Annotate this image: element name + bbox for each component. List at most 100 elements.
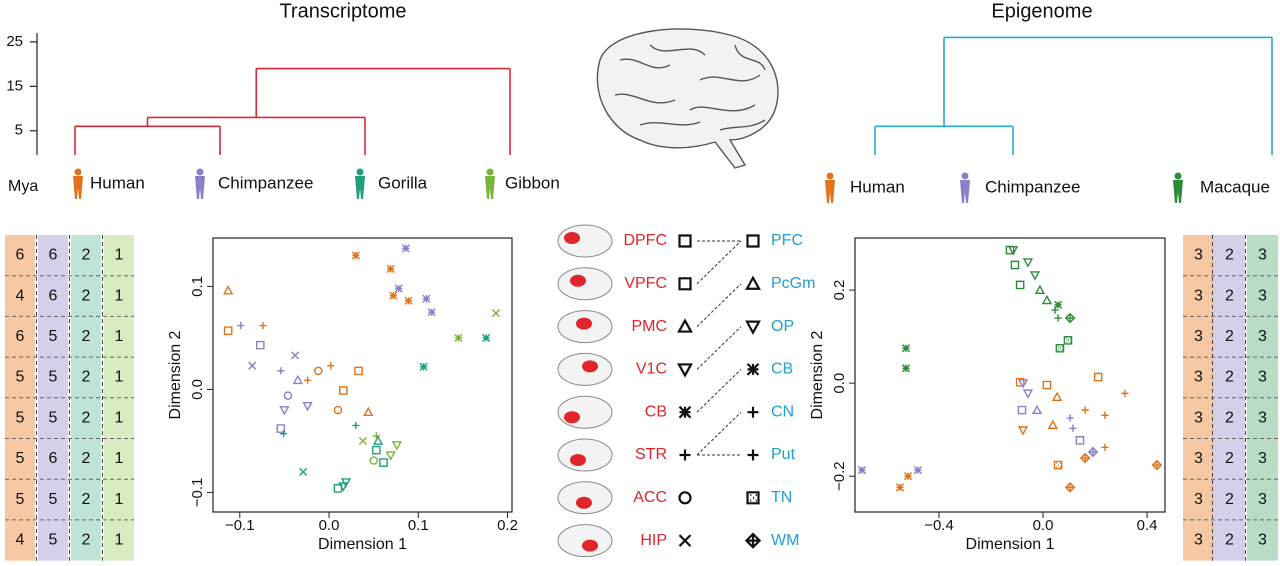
- data-point: [333, 484, 343, 493]
- region-label: V1C: [636, 361, 667, 378]
- data-point: [369, 456, 378, 465]
- tree-tick-label: 5: [15, 122, 23, 139]
- data-point: [379, 458, 388, 467]
- data-point: [419, 362, 428, 371]
- table-cell: 2: [1225, 369, 1234, 386]
- data-point: [333, 405, 343, 415]
- data-point: [1017, 426, 1029, 436]
- thumb-region: [570, 454, 586, 466]
- table-cell: 3: [1194, 531, 1203, 548]
- data-point: [422, 294, 431, 303]
- data-point: [482, 333, 491, 343]
- data-point: [1054, 300, 1063, 310]
- table-cell: 1: [115, 491, 124, 508]
- table-cell: 6: [49, 450, 58, 467]
- table-cell: 3: [1258, 247, 1267, 264]
- data-point: [1041, 294, 1053, 305]
- data-point: [913, 466, 923, 475]
- region-label: CB: [771, 361, 793, 378]
- data-point: [372, 432, 380, 440]
- table-cell: 3: [1194, 450, 1203, 467]
- data-point: [352, 421, 360, 430]
- table-cell: 1: [115, 369, 124, 386]
- data-point: [901, 344, 911, 353]
- table-cell: 5: [16, 409, 25, 426]
- data-point: [358, 436, 368, 446]
- table-cell: 3: [1258, 491, 1267, 508]
- icon-head: [961, 172, 969, 180]
- tree-tick-label: 25: [6, 33, 23, 50]
- data-point: [1069, 424, 1077, 432]
- region-label: PMC: [631, 318, 667, 335]
- thumb-region: [576, 496, 592, 509]
- icon-body: [485, 176, 495, 199]
- table-cell: 2: [1225, 450, 1234, 467]
- data-point: [1007, 246, 1019, 256]
- table-cell: 4: [16, 287, 25, 304]
- data-point: [223, 326, 233, 336]
- data-point: [1034, 284, 1046, 295]
- icon-head: [1174, 172, 1182, 180]
- region-thumbnail: [557, 438, 613, 472]
- data-point: [1093, 372, 1103, 382]
- data-point: [857, 466, 867, 475]
- region-link: [696, 240, 742, 285]
- table-cell: 2: [82, 531, 91, 548]
- data-point: [1151, 459, 1163, 471]
- data-point: [276, 424, 286, 433]
- species-icon: [485, 168, 495, 199]
- data-point: [1031, 404, 1043, 415]
- table-cell: 2: [82, 328, 91, 345]
- table-cell: 2: [1225, 287, 1234, 304]
- y-tick-label: 0.2: [831, 280, 848, 301]
- tree-title: Epigenome: [991, 0, 1092, 22]
- icon-body: [355, 176, 365, 199]
- data-point: [327, 362, 335, 370]
- table-cell: 2: [1225, 531, 1234, 548]
- data-point: [354, 366, 363, 376]
- data-point: [1101, 443, 1109, 451]
- region-link: [696, 411, 742, 456]
- region-label: STR: [635, 446, 667, 463]
- data-point: [1051, 391, 1063, 402]
- data-point: [283, 391, 293, 400]
- data-point: [391, 441, 403, 451]
- region-label: PcGm: [771, 275, 815, 292]
- region-marker: [679, 449, 691, 461]
- y-axis-label: Dimension 2: [809, 330, 826, 419]
- region-marker: [678, 234, 692, 248]
- data-point: [404, 296, 413, 305]
- species-icon: [195, 168, 205, 199]
- thumb-brain: [557, 438, 613, 472]
- table-cell: 2: [82, 247, 91, 264]
- species-icon: [355, 168, 365, 199]
- region-marker: [678, 491, 692, 505]
- region-marker: [677, 363, 693, 378]
- species-icon: [73, 168, 83, 199]
- region-label: HIP: [640, 532, 667, 549]
- table-cell: 3: [1258, 369, 1267, 386]
- x-axis-label: Dimension 1: [966, 536, 1055, 553]
- table-cell: 5: [49, 409, 58, 426]
- table-cell: 2: [82, 491, 91, 508]
- species-label: Macaque: [1200, 177, 1270, 196]
- data-point: [386, 264, 395, 273]
- table-cell: 3: [1194, 328, 1203, 345]
- table-cell: 3: [1258, 409, 1267, 426]
- data-point: [895, 483, 905, 492]
- x-tick-label: −0.1: [225, 517, 255, 534]
- tree-axis-label: Mya: [8, 178, 38, 195]
- data-point: [1042, 380, 1052, 390]
- data-point: [903, 472, 913, 481]
- region-label: ACC: [633, 489, 667, 506]
- data-point: [302, 401, 313, 412]
- data-point: [1047, 419, 1059, 429]
- region-label: WM: [771, 532, 799, 549]
- tree-tick-label: 15: [6, 77, 23, 94]
- table-cell: 4: [16, 531, 25, 548]
- table-cell: 2: [1225, 409, 1234, 426]
- table-cell: 1: [115, 328, 124, 345]
- table-cell: 6: [16, 247, 25, 264]
- data-point: [351, 251, 360, 260]
